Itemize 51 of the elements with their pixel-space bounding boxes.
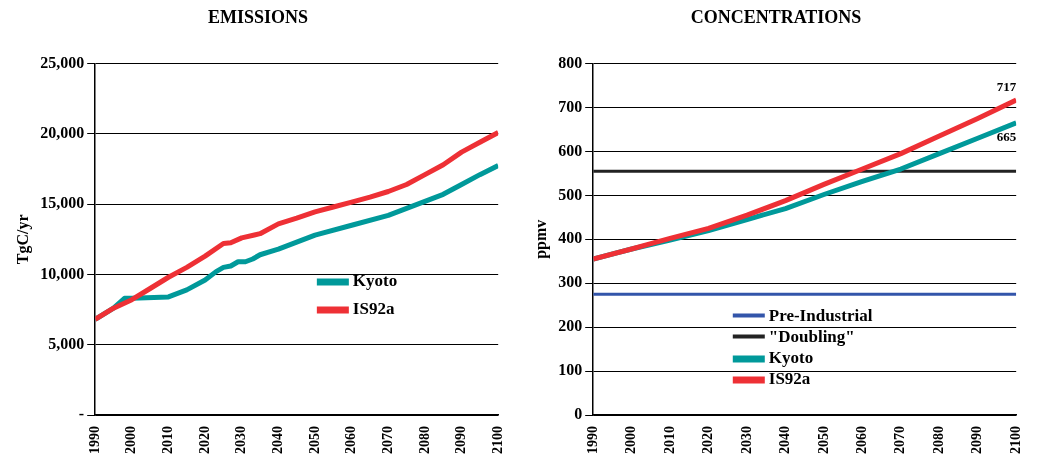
x-tick-label: 1990: [86, 426, 102, 454]
x-tick-label: 2100: [1007, 426, 1023, 454]
y-tick-label: 100: [558, 361, 583, 379]
chart-title: CONCENTRATIONS: [690, 7, 862, 28]
legend-label: Kyoto: [352, 270, 398, 290]
x-tick-label: 2070: [892, 426, 908, 454]
chart-title: EMISSIONS: [207, 7, 309, 28]
annotation: 717: [996, 78, 1017, 94]
y-tick-label: 700: [558, 97, 583, 115]
x-tick-label: 2010: [661, 426, 677, 454]
annotation: 665: [996, 128, 1017, 144]
x-tick-label: 2040: [269, 426, 285, 454]
y-tick-label: 0: [574, 405, 583, 423]
y-tick-label: 20,000: [40, 124, 85, 142]
x-tick-label: 2090: [969, 426, 985, 454]
x-tick-label: 2090: [453, 426, 469, 454]
y-tick-label: 200: [558, 317, 583, 335]
y-tick-label: -: [78, 405, 85, 423]
x-tick-label: 2040: [777, 426, 793, 454]
y-tick-label: 10,000: [40, 264, 85, 282]
legend-label: IS92a: [352, 298, 395, 318]
y-tick-label: 15,000: [40, 194, 85, 212]
x-tick-label: 2030: [233, 426, 249, 454]
y-axis-title: TgC/yr: [13, 214, 32, 265]
y-tick-label: 400: [558, 229, 583, 247]
x-tick-label: 2020: [196, 426, 212, 454]
x-tick-label: 2100: [489, 426, 505, 454]
legend-label: IS92a: [768, 369, 811, 388]
y-tick-label: 800: [558, 53, 583, 71]
y-tick-label: 25,000: [40, 53, 85, 71]
x-tick-label: 2050: [815, 426, 831, 454]
x-tick-label: 2030: [738, 426, 754, 454]
y-tick-label: 600: [558, 141, 583, 159]
x-tick-label: 1990: [584, 426, 600, 454]
x-tick-label: 2010: [160, 426, 176, 454]
x-tick-label: 2060: [853, 426, 869, 454]
x-tick-label: 2000: [623, 426, 639, 454]
x-tick-label: 2050: [306, 426, 322, 454]
x-tick-label: 2060: [343, 426, 359, 454]
legend-label: "Doubling": [768, 327, 855, 346]
legend-label: Pre-Industrial: [768, 306, 873, 325]
y-tick-label: 500: [558, 185, 583, 203]
x-tick-label: 2000: [123, 426, 139, 454]
x-tick-label: 2020: [700, 426, 716, 454]
y-axis-title: ppmv: [531, 219, 550, 259]
x-tick-label: 2070: [379, 426, 395, 454]
x-tick-label: 2080: [416, 426, 432, 454]
y-tick-label: 300: [558, 273, 583, 291]
legend-label: Kyoto: [768, 348, 814, 367]
y-tick-label: 5,000: [48, 334, 85, 352]
x-tick-label: 2080: [930, 426, 946, 454]
